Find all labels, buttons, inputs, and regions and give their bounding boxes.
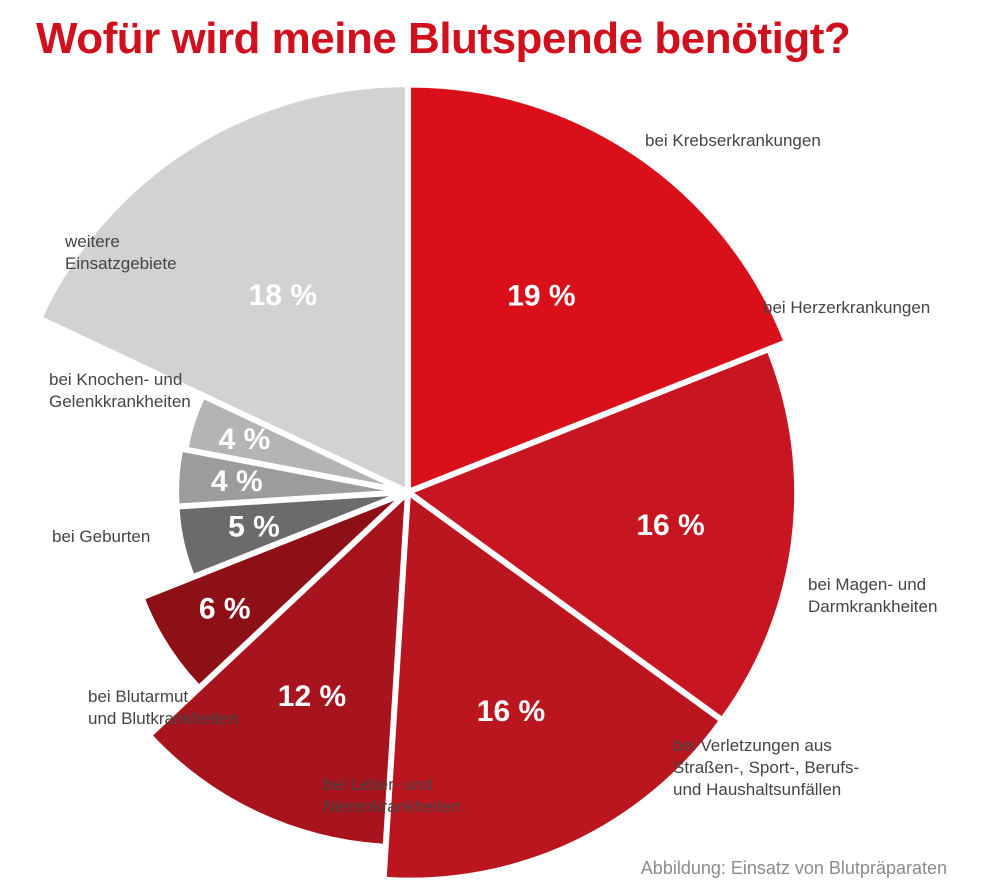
category-label-line: Darmkrankheiten <box>808 597 937 616</box>
slice-category-label: bei Verletzungen aus Straßen-, Sport-, Be… <box>673 736 859 799</box>
pie-slices <box>43 87 795 878</box>
slice-category-label: weitere Einsatzgebiete <box>64 232 177 273</box>
slice-category-label: bei Magen- und Darmkrankheiten <box>808 575 937 616</box>
category-label-line: Einsatzgebiete <box>65 254 177 273</box>
figure-caption: Abbildung: Einsatz von Blutpräparaten <box>640 858 947 878</box>
slice-percent-label: 12 % <box>278 680 346 713</box>
slice-category-label: bei Knochen- und Gelenkkrankheiten <box>49 370 191 411</box>
category-label-line: bei Herzerkrankungen <box>763 298 930 317</box>
category-label-line: bei Blutarmut <box>88 687 188 706</box>
category-label-line: bei Knochen- und <box>49 370 182 389</box>
slice-percent-label: 16 % <box>636 509 704 542</box>
pie-slice-6 <box>179 496 390 574</box>
slice-category-label: bei Krebserkrankungen <box>645 131 821 150</box>
category-labels: bei Krebserkrankungen bei Herzerkrankunge… <box>49 131 937 816</box>
category-label-line: Gelenkkrankheiten <box>49 392 191 411</box>
slice-category-label: bei Leber- und Nierenkrankheiten <box>323 775 461 816</box>
category-label-line: und Blutkrankheiten <box>88 709 238 728</box>
pie-slice-9 <box>43 87 405 488</box>
slice-category-label: bei Geburten <box>52 527 150 546</box>
pie-slice-2 <box>414 352 795 717</box>
slice-category-label: bei Blutarmut und Blutkrankheiten <box>88 687 238 728</box>
slice-percent-label: 4 % <box>211 465 263 498</box>
category-label-line: bei Geburten <box>52 527 150 546</box>
slice-percent-label: 6 % <box>199 592 251 625</box>
category-label-line: und Haushaltsunfällen <box>673 780 841 799</box>
pie-slice-4 <box>153 499 405 844</box>
pie-slice-8 <box>188 399 386 485</box>
category-label-line: bei Krebserkrankungen <box>645 131 821 150</box>
slice-percent-label: 18 % <box>249 279 317 312</box>
pie-slice-7 <box>179 452 385 504</box>
category-label-line: bei Verletzungen aus <box>673 736 832 755</box>
category-label-line: Straßen-, Sport-, Berufs- <box>673 758 859 777</box>
category-label-line: weitere <box>64 232 120 251</box>
slice-percent-label: 4 % <box>219 423 271 456</box>
page-title: Wofür wird meine Blutspende benötigt? <box>36 14 851 63</box>
percent-labels: 19 % 16 % 16 % 12 % 6 % 5 % 4 % 4 % 18 % <box>199 279 705 728</box>
category-label-line: bei Magen- und <box>808 575 926 594</box>
pie-slice-3 <box>386 497 719 878</box>
pie-slice-5 <box>145 500 395 685</box>
slice-category-label: bei Herzerkrankungen <box>763 298 930 317</box>
pie-slice-1 <box>411 87 783 488</box>
slice-percent-label: 19 % <box>507 280 575 313</box>
slice-percent-label: 16 % <box>477 695 545 728</box>
category-label-line: Nierenkrankheiten <box>323 797 461 816</box>
slice-percent-label: 5 % <box>228 510 280 543</box>
category-label-line: bei Leber- und <box>323 775 433 794</box>
